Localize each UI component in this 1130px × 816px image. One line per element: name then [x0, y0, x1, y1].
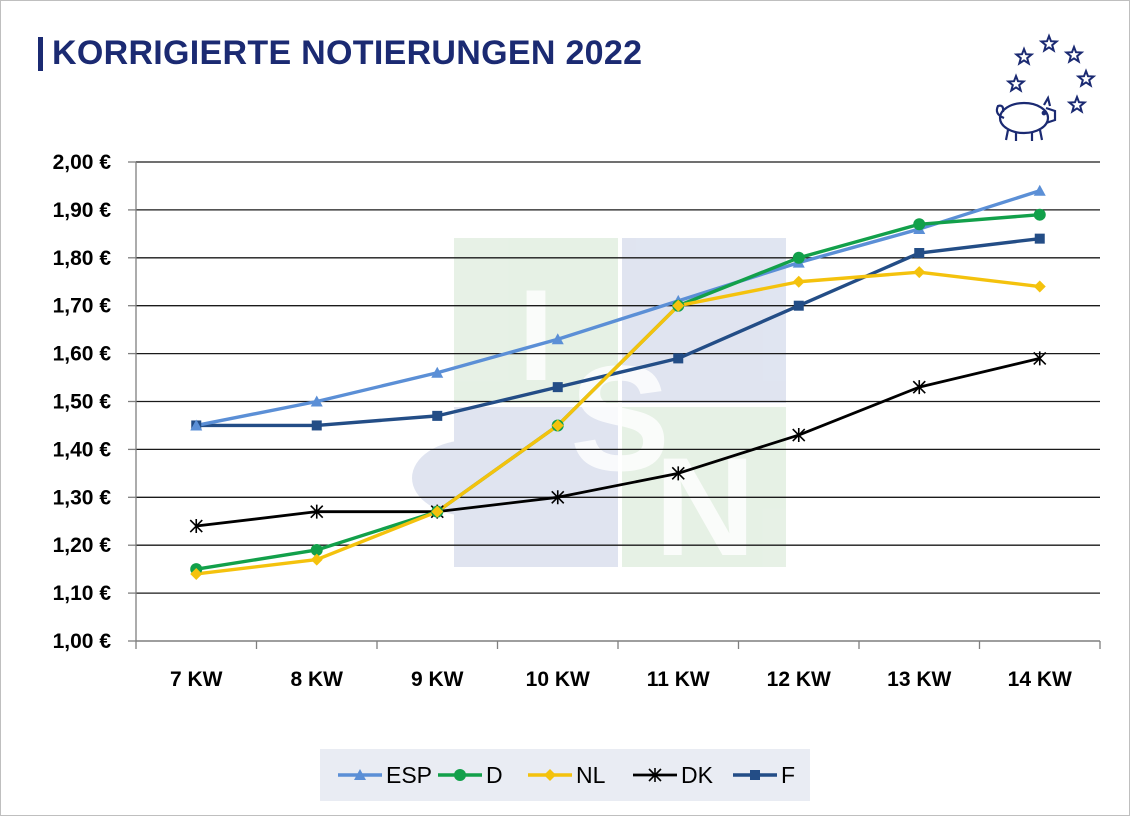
x-tick-label: 10 KW: [526, 668, 590, 691]
y-tick-label: 2,00 €: [53, 151, 112, 174]
data-point-nl: [913, 266, 926, 279]
star-icon: [1075, 68, 1097, 88]
legend-label-nl: NL: [576, 762, 606, 788]
gridlines: [128, 161, 1101, 649]
legend-label-d: D: [486, 762, 503, 788]
y-tick-label: 1,80 €: [53, 247, 112, 270]
legend-label-f: F: [781, 762, 795, 788]
data-point-d: [913, 218, 926, 231]
y-tick-label: 1,20 €: [53, 534, 112, 557]
y-tick-label: 1,70 €: [53, 295, 112, 318]
data-point-esp: [190, 419, 203, 431]
series-line-nl: [196, 270, 1040, 576]
isn-watermark-logo: I S N: [412, 238, 786, 585]
data-point-esp: [551, 333, 564, 345]
data-point-dk: [792, 428, 806, 443]
chart-title: KORRIGIERTE NOTIERUNGEN 2022: [52, 34, 643, 72]
x-tick-label: 11 KW: [647, 668, 710, 691]
legend-marker-dk: [648, 768, 662, 782]
data-point-f: [432, 410, 443, 421]
data-point-esp: [310, 395, 323, 407]
legend-label-esp: ESP: [386, 762, 432, 788]
data-point-f: [552, 382, 563, 393]
data-point-nl: [310, 553, 323, 566]
data-point-nl: [1033, 280, 1046, 293]
data-point-f: [1034, 233, 1045, 244]
y-tick-label: 1,10 €: [53, 582, 112, 605]
data-point-dk: [310, 504, 324, 519]
pig-with-stars-icon: [995, 33, 1097, 141]
star-icon: [1038, 33, 1060, 53]
data-point-d: [792, 251, 805, 264]
y-tick-label: 1,00 €: [53, 630, 112, 653]
data-point-esp: [431, 366, 444, 378]
data-point-dk: [1033, 351, 1047, 366]
series-line-dk: [196, 357, 1041, 528]
data-point-d: [1033, 208, 1046, 221]
y-tick-label: 1,90 €: [53, 199, 112, 222]
data-point-nl: [431, 505, 444, 518]
y-axis-ticks: 1,00 € 1,10 € 1,20 € 1,30 € 1,40 € 1,50 € 1,60…: [53, 151, 112, 653]
legend: ESP D NL DK F: [320, 749, 810, 801]
legend-label-dk: DK: [681, 762, 714, 788]
x-axis-ticks: 7 KW 8 KW 9 KW 10 KW 11 KW 12 KW 13 KW 14 KW: [170, 668, 1072, 691]
series-markers: [189, 184, 1047, 580]
legend-marker-f: [750, 770, 760, 780]
x-tick-label: 12 KW: [767, 668, 831, 691]
data-point-dk: [551, 490, 565, 505]
x-tick-label: 9 KW: [411, 668, 464, 691]
data-point-nl: [792, 275, 805, 288]
data-point-nl: [672, 299, 685, 312]
data-point-nl: [551, 419, 564, 432]
series-lines: [195, 189, 1041, 576]
star-icon: [1066, 94, 1088, 114]
legend-marker-esp: [354, 769, 366, 780]
data-point-nl: [190, 567, 203, 580]
data-point-f: [793, 300, 804, 311]
legend-marker-nl: [544, 769, 556, 781]
data-point-dk: [189, 519, 203, 534]
star-icon: [1005, 73, 1027, 93]
y-tick-label: 1,60 €: [53, 343, 112, 366]
x-tick-label: 14 KW: [1008, 668, 1072, 691]
series-line-f: [196, 236, 1040, 428]
y-tick-label: 1,40 €: [53, 438, 112, 461]
star-icon: [1013, 46, 1035, 66]
data-point-dk: [671, 466, 685, 481]
svg-text:I: I: [518, 262, 554, 408]
data-point-f: [914, 248, 925, 259]
x-tick-label: 13 KW: [887, 668, 951, 691]
series-line-esp: [195, 189, 1041, 428]
title-accent-bar: [38, 37, 43, 71]
y-tick-label: 1,30 €: [53, 486, 112, 509]
legend-entries: ESP D NL DK F: [338, 762, 795, 788]
x-tick-label: 8 KW: [291, 668, 344, 691]
data-point-esp: [1033, 184, 1046, 196]
data-point-dk: [912, 380, 926, 395]
star-icon: [1063, 44, 1085, 64]
svg-text:N: N: [654, 428, 755, 585]
legend-marker-d: [454, 769, 466, 781]
data-point-f: [673, 353, 684, 364]
data-point-f: [311, 420, 322, 431]
x-tick-label: 7 KW: [170, 668, 223, 691]
data-point-d: [310, 543, 323, 556]
y-tick-label: 1,50 €: [53, 391, 112, 414]
